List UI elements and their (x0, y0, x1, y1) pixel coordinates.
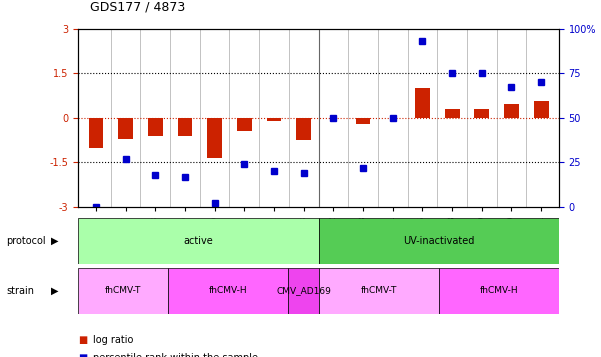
Bar (445, 109, 460, 118)
Text: active: active (183, 236, 213, 246)
Bar (356, 118, 370, 124)
Text: log ratio: log ratio (93, 335, 133, 345)
Text: strain: strain (6, 286, 34, 296)
Text: CMV_AD169: CMV_AD169 (276, 286, 331, 296)
FancyBboxPatch shape (439, 268, 559, 314)
Bar (207, 118, 222, 158)
Text: percentile rank within the sample: percentile rank within the sample (93, 353, 258, 357)
Text: ▶: ▶ (51, 286, 58, 296)
FancyBboxPatch shape (288, 268, 319, 314)
Bar (267, 118, 281, 121)
FancyBboxPatch shape (78, 218, 319, 264)
Bar (474, 109, 489, 118)
Bar (118, 118, 133, 139)
Text: fhCMV-T: fhCMV-T (361, 286, 397, 296)
Text: fhCMV-H: fhCMV-H (480, 286, 518, 296)
FancyBboxPatch shape (78, 268, 168, 314)
Text: ▶: ▶ (51, 236, 58, 246)
Text: ■: ■ (78, 335, 87, 345)
FancyBboxPatch shape (319, 218, 559, 264)
Bar (415, 88, 430, 118)
Text: GDS177 / 4873: GDS177 / 4873 (90, 1, 185, 14)
FancyBboxPatch shape (319, 268, 439, 314)
Text: fhCMV-T: fhCMV-T (105, 286, 141, 296)
Text: ■: ■ (78, 353, 87, 357)
Bar (237, 118, 252, 131)
Text: UV-inactivated: UV-inactivated (403, 236, 474, 246)
Text: fhCMV-H: fhCMV-H (209, 286, 248, 296)
FancyBboxPatch shape (168, 268, 288, 314)
Bar (534, 101, 549, 118)
Bar (296, 118, 311, 140)
Bar (177, 118, 192, 136)
Bar (88, 118, 103, 147)
Text: protocol: protocol (6, 236, 46, 246)
Bar (148, 118, 163, 136)
Bar (504, 104, 519, 118)
